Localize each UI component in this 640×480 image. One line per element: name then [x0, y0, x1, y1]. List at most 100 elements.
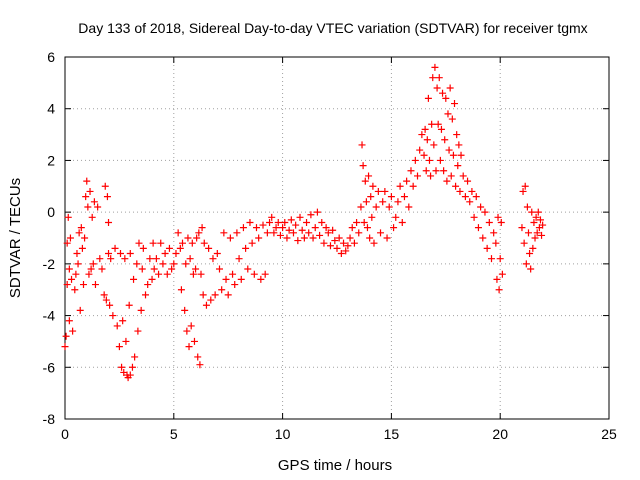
data-point [244, 265, 252, 273]
data-point [186, 255, 194, 263]
data-point [367, 193, 375, 201]
data-point [333, 244, 341, 252]
data-point [429, 74, 437, 82]
data-point [485, 218, 493, 226]
data-point [144, 281, 152, 289]
data-point [379, 198, 387, 206]
x-axis-label: GPS time / hours [278, 457, 392, 474]
data-point [470, 213, 478, 221]
data-point [235, 255, 243, 263]
data-point [468, 187, 476, 195]
data-point [403, 177, 411, 185]
data-point [461, 193, 469, 201]
data-point [520, 239, 528, 247]
data-point [165, 244, 173, 252]
data-point [453, 131, 461, 139]
data-point [87, 265, 95, 273]
data-point [496, 255, 504, 263]
data-point [157, 239, 165, 247]
data-point [118, 363, 126, 371]
data-point [198, 224, 206, 232]
data-point [276, 231, 284, 239]
data-point [134, 327, 142, 335]
y-tick-label: -6 [43, 359, 56, 375]
data-point [350, 239, 358, 247]
data-point [447, 172, 455, 180]
data-point [431, 63, 439, 71]
data-point [309, 234, 317, 242]
data-point [86, 187, 94, 195]
data-point [533, 229, 541, 237]
data-point [313, 208, 321, 216]
data-point [183, 327, 191, 335]
data-point [69, 327, 77, 335]
data-point [193, 234, 201, 242]
data-point [443, 177, 451, 185]
data-point [61, 343, 69, 351]
data-point [385, 203, 393, 211]
data-point [64, 213, 72, 221]
data-point [205, 244, 213, 252]
data-point [142, 291, 150, 299]
data-point [77, 224, 85, 232]
data-point [106, 301, 114, 309]
data-point [220, 229, 228, 237]
data-point [374, 187, 382, 195]
data-point [218, 286, 226, 294]
data-point [229, 270, 237, 278]
data-point [139, 244, 147, 252]
data-point [133, 260, 141, 268]
data-point [84, 203, 92, 211]
data-point [434, 120, 442, 128]
data-point [79, 281, 87, 289]
data-point [493, 275, 501, 283]
data-point [224, 291, 232, 299]
x-tick-label: 5 [170, 426, 178, 442]
data-point [428, 120, 436, 128]
data-point [146, 255, 154, 263]
data-point [477, 203, 485, 211]
data-point [365, 172, 373, 180]
data-point [464, 177, 472, 185]
data-point [116, 250, 124, 258]
data-point [138, 265, 146, 273]
data-point [418, 131, 426, 139]
data-point [131, 353, 139, 361]
data-point [326, 242, 334, 250]
data-point [305, 229, 313, 237]
chart-title: Day 133 of 2018, Sidereal Day-to-day VTE… [78, 20, 587, 36]
data-point [149, 239, 157, 247]
data-point [199, 291, 207, 299]
data-point [532, 213, 540, 221]
data-point [233, 229, 241, 237]
data-point [422, 167, 430, 175]
data-point [283, 234, 291, 242]
data-point [197, 270, 205, 278]
data-point [409, 182, 417, 190]
data-point [125, 301, 133, 309]
data-point [102, 296, 110, 304]
data-point [519, 187, 527, 195]
data-point [344, 242, 352, 250]
data-point [518, 224, 526, 232]
data-point [137, 306, 145, 314]
data-point [425, 156, 433, 164]
data-point [74, 260, 82, 268]
data-point [331, 237, 339, 245]
x-tick-label: 15 [384, 426, 400, 442]
data-point [109, 312, 117, 320]
data-point [451, 100, 459, 108]
x-tick-label: 25 [601, 426, 617, 442]
data-point [89, 260, 97, 268]
data-point [215, 265, 223, 273]
data-point [346, 234, 354, 242]
data-point [398, 218, 406, 226]
data-point [85, 270, 93, 278]
data-point [94, 203, 102, 211]
data-point [270, 229, 278, 237]
data-point [363, 224, 371, 232]
y-tick-label: 2 [47, 152, 55, 168]
data-point [318, 218, 326, 226]
data-point [231, 281, 239, 289]
data-point [300, 234, 308, 242]
